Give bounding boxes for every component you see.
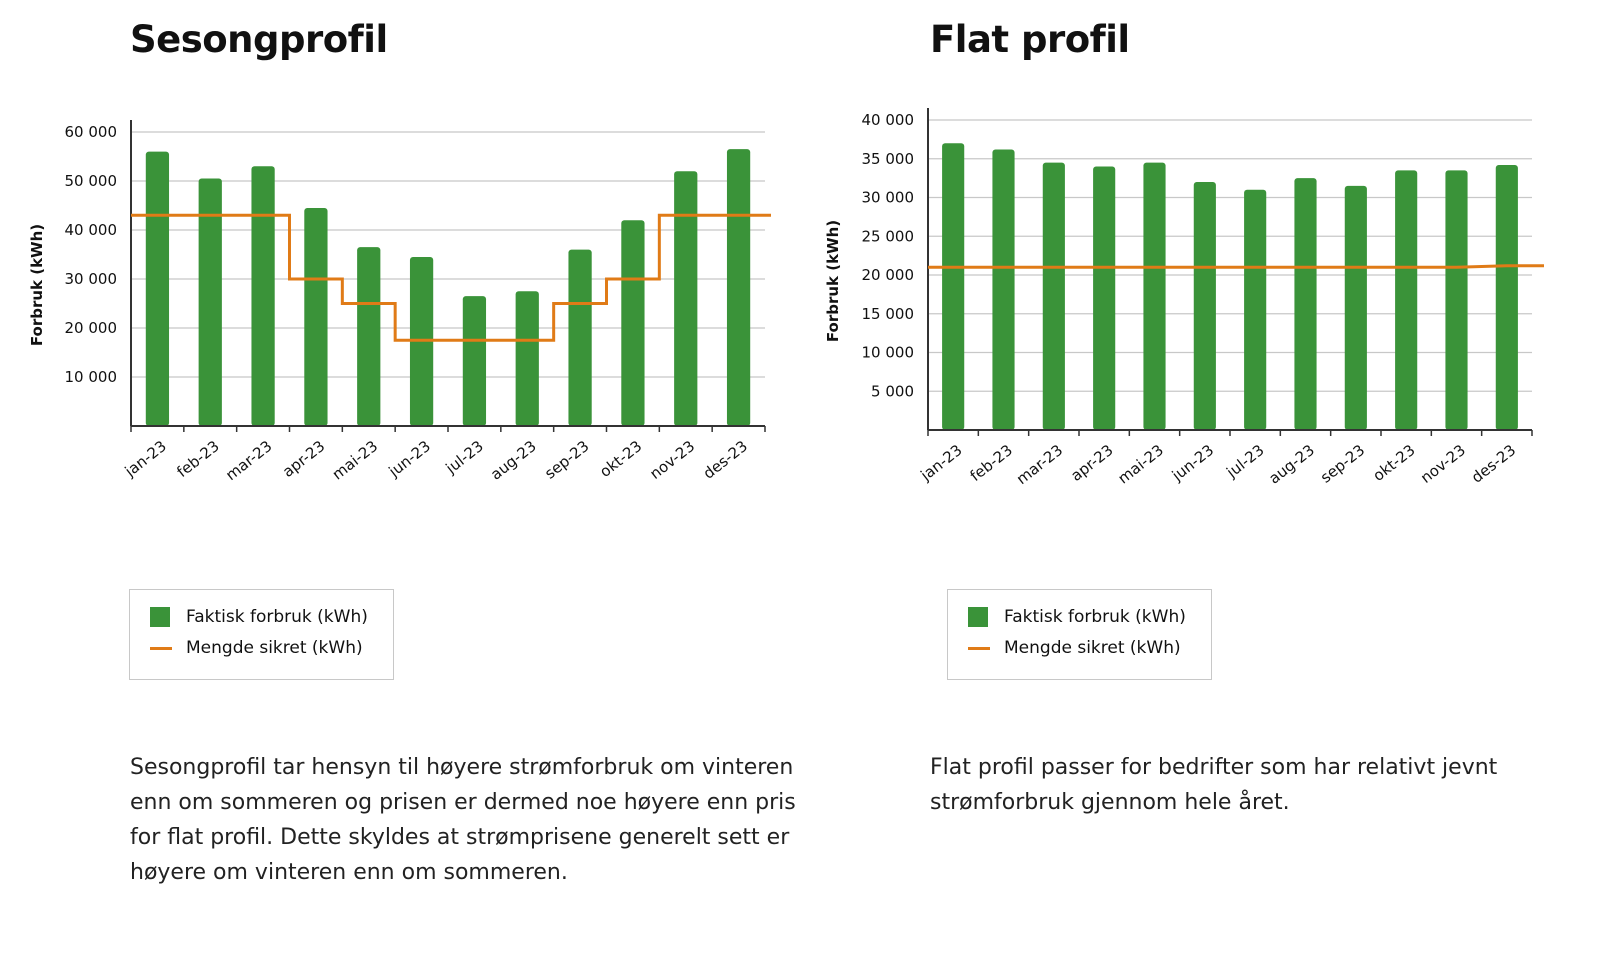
x-tick-label: apr-23: [279, 437, 328, 481]
bar-sep-23: [1344, 185, 1367, 430]
y-tick-label: 30 000: [862, 189, 915, 207]
x-tick-label: jul-23: [1222, 441, 1267, 482]
y-tick-label: 25 000: [862, 227, 915, 245]
bar-jan-23: [145, 151, 170, 426]
x-tick-label: jan-23: [121, 437, 170, 481]
y-tick-label: 40 000: [862, 111, 915, 129]
bar-mar-23: [1042, 162, 1065, 430]
x-tick-label: nov-23: [646, 437, 698, 483]
x-tick-label: mar-23: [1013, 441, 1066, 488]
y-tick-label: 40 000: [65, 221, 118, 239]
chart-sesongprofil: 10 000 20 000 30 000 40 000 50 000 60 000 Forb…: [28, 120, 771, 484]
y-tick-label: 60 000: [65, 123, 118, 141]
bar-jul-23: [1244, 189, 1267, 430]
legend-line-swatch: [968, 646, 990, 650]
bar-jul-23: [462, 296, 487, 426]
bar-feb-23: [992, 149, 1015, 430]
x-tick-label: feb-23: [967, 441, 1016, 485]
legend-item-line: Mengde sikret (kWh): [150, 636, 363, 660]
bar-okt-23: [621, 220, 645, 426]
bar-sep-23: [568, 249, 592, 426]
gridlines: [928, 119, 1532, 392]
y-tick-label: 15 000: [862, 305, 915, 323]
bar-series: [145, 149, 751, 427]
chart-flat-profil: 5 000 10 000 15 000 20 000 25 000 30 000 35 00…: [824, 108, 1544, 488]
bar-mar-23: [251, 166, 275, 427]
x-tick-label: jun-23: [1168, 441, 1217, 485]
y-tick-label: 20 000: [65, 319, 118, 337]
bar-mai-23: [357, 247, 381, 426]
description: Sesongprofil tar hensyn til høyere strøm…: [130, 755, 796, 885]
y-axis-label: Forbruk (kWh): [28, 224, 46, 346]
bar-apr-23: [304, 207, 328, 426]
x-tick-label: des-23: [700, 437, 751, 483]
x-tick-label: jul-23: [442, 437, 487, 478]
legend-line-label: Mengde sikret (kWh): [1004, 638, 1181, 658]
legend: Faktisk forbruk (kWh) Mengde sikret (kWh…: [947, 589, 1212, 680]
chart-title: Sesongprofil: [130, 18, 388, 61]
bar-nov-23: [674, 171, 698, 426]
x-tick-label: okt-23: [1370, 441, 1419, 485]
bar-apr-23: [1093, 166, 1116, 430]
y-tick-label: 35 000: [862, 150, 915, 168]
legend-bar-label: Faktisk forbruk (kWh): [186, 607, 368, 627]
x-tick-label: mai-23: [1115, 441, 1167, 487]
chart-title: Flat profil: [930, 18, 1130, 61]
bar-jan-23: [942, 143, 965, 430]
bar-aug-23: [1294, 178, 1317, 430]
legend-bar-swatch: [150, 607, 170, 627]
bar-jun-23: [1193, 182, 1216, 430]
legend-bar-swatch: [968, 607, 988, 627]
legend-bar-label: Faktisk forbruk (kWh): [1004, 607, 1186, 627]
bar-mai-23: [1143, 162, 1166, 430]
line-series-mengde-sikret: [928, 264, 1544, 269]
x-tick-label: sep-23: [541, 437, 592, 483]
panel-flat-profil: Flat profil 5 000 10 000 15 000 20 000 25 00…: [800, 0, 1600, 960]
line-series-mengde-sikret: [131, 213, 771, 342]
bar-series: [942, 143, 1518, 430]
bar-des-23: [726, 149, 751, 426]
x-tick-label: mai-23: [329, 437, 381, 483]
y-tick-label: 10 000: [65, 368, 118, 386]
y-tick-label: 50 000: [65, 172, 118, 190]
description: Flat profil passer for bedrifter som har…: [930, 755, 1498, 815]
x-tick-label: aug-23: [1265, 441, 1318, 488]
bar-okt-23: [1395, 170, 1418, 430]
bar-feb-23: [198, 178, 222, 426]
y-tick-label: 30 000: [65, 270, 118, 288]
bar-des-23: [1495, 164, 1518, 430]
legend-item-bar: Faktisk forbruk (kWh): [150, 605, 368, 629]
y-tick-label: 5 000: [871, 382, 914, 400]
y-tick-label: 20 000: [862, 266, 915, 284]
gridlines: [131, 131, 765, 378]
x-tick-label: okt-23: [596, 437, 645, 481]
x-tick-label: des-23: [1468, 441, 1519, 487]
y-tick-label: 10 000: [862, 344, 915, 362]
x-tick-label: nov-23: [1417, 441, 1469, 487]
x-tick-label: aug-23: [487, 437, 540, 484]
x-tick-label: jan-23: [916, 441, 965, 485]
x-tick-label: apr-23: [1067, 441, 1116, 485]
x-tick-label: feb-23: [173, 437, 222, 481]
legend: Faktisk forbruk (kWh) Mengde sikret (kWh…: [129, 589, 394, 680]
legend-item-line: Mengde sikret (kWh): [968, 636, 1181, 660]
legend-line-label: Mengde sikret (kWh): [186, 638, 363, 658]
x-tick-label: sep-23: [1317, 441, 1368, 487]
x-tick-label: jun-23: [385, 437, 434, 481]
bar-aug-23: [515, 291, 539, 426]
bar-nov-23: [1445, 170, 1468, 430]
panel-sesongprofil: Sesongprofil 10 000 20 000 30 000 40 000 50 …: [28, 18, 796, 885]
y-axis-label: Forbruk (kWh): [824, 220, 842, 342]
x-tick-label: mar-23: [222, 437, 275, 484]
legend-line-swatch: [150, 646, 172, 650]
legend-item-bar: Faktisk forbruk (kWh): [968, 605, 1186, 629]
